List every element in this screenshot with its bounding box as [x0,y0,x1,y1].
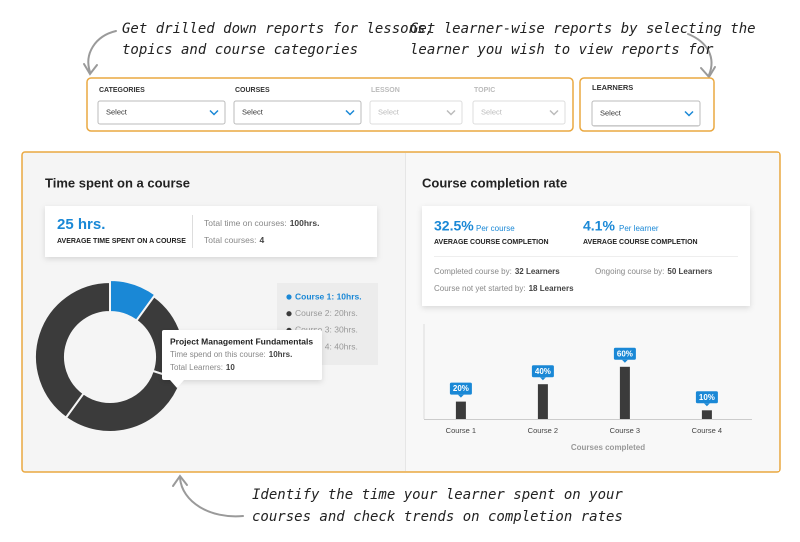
stat-value: 32.5% [434,218,474,234]
value-label-bg [531,365,554,378]
select-placeholder: Select [481,107,503,116]
detail-label: Completed course by: [434,267,512,276]
panel-title: Time spent on a course [45,175,190,190]
arrow-head [700,66,716,79]
select-box [369,100,463,125]
x-tick-label: Course 4 [692,426,722,435]
value-label-pointer [703,403,710,407]
x-tick-label: Course 3 [610,426,640,435]
legend-dot [286,294,292,300]
stat-unit: Per learner [619,224,659,233]
dropdown-chevron [446,109,456,116]
filter-label: TOPIC [474,87,495,94]
detail-value: 10hrs. [269,350,293,359]
dropdown-chevron [684,110,694,117]
legend-label: Course 3: 30hrs. [295,325,358,335]
stat-label: AVERAGE COURSE COMPLETION [434,239,549,246]
annotation: Get drilled down reports for lessons, [122,21,434,37]
select-box[interactable] [233,100,362,125]
x-tick-label: Course 2 [528,426,558,435]
value-label-pointer [457,394,464,398]
filter-label: COURSES [235,87,270,94]
filter-label: CATEGORIES [99,87,145,94]
value-label-bg [613,347,636,360]
detail-row: Total time on courses: 100hrs. [204,218,319,228]
arrow-head [172,474,188,487]
annotation: Identify the time your learner spent on … [252,487,623,503]
donut-segment [34,280,111,420]
detail-value: 18 Learners [529,284,574,293]
legend-label: Course 2: 20hrs. [295,308,358,318]
detail-value: 32 Learners [515,267,560,276]
dropdown-chevron [549,109,559,116]
arrows [83,30,716,518]
tooltip [162,330,322,380]
arrow [687,33,713,76]
select-shadow [592,125,700,126]
detail-row: Course not yet started by: 18 Learners [434,284,574,293]
bar [619,366,630,419]
detail-label: Ongoing course by: [595,267,664,276]
panel-title: Course completion rate [422,175,567,190]
annotation: learner you wish to view reports for [410,42,714,58]
stat-value: 4.1% [583,218,615,234]
filter-label: LESSON [371,87,400,94]
detail-row: Completed course by: 32 Learners [434,267,560,276]
dropdown-chevron [345,109,355,116]
bar [455,401,466,419]
detail-value: 10 [226,363,235,372]
bar [701,410,712,419]
select-box [472,100,566,125]
stat-label: AVERAGE TIME SPENT ON A COURSE [57,238,186,245]
bar [537,384,548,419]
tooltip-pointer [170,380,184,388]
detail-label: Total courses: [204,235,256,245]
select-placeholder: Select [106,107,128,116]
right-panel [406,153,779,471]
value-label-pointer [539,377,546,381]
detail-row: Ongoing course by: 50 Learners [595,267,713,276]
legend-dot [286,311,292,317]
value-label-pointer [621,359,628,363]
x-axis-title: Courses completed [571,443,645,452]
value-label: 20% [453,384,469,393]
detail-value: 100hrs. [290,218,320,228]
arrow-head [83,63,98,76]
arrow [87,30,117,73]
detail-label: Course not yet started by: [434,284,526,293]
detail-label: Total time on courses: [204,218,287,228]
annotation: Get learner-wise reports by selecting th… [410,21,756,37]
dropdown-chevron [209,109,219,116]
value-label: 10% [699,393,715,402]
detail-row: Total Learners: 10 [170,363,235,372]
filter-label: LEARNERS [592,83,633,92]
tooltip-title: Project Management Fundamentals [170,336,313,346]
select-placeholder: Select [600,108,622,117]
stat-unit: Per course [476,224,515,233]
value-label: 60% [617,349,633,358]
stat-card [45,206,377,257]
annotation: topics and course categories [122,42,358,58]
stat-value: 25 hrs. [57,216,105,233]
select-placeholder: Select [378,107,400,116]
value-label-bg [449,382,472,395]
value-label: 40% [535,367,551,376]
select-placeholder: Select [242,107,264,116]
detail-value: 50 Learners [667,267,712,276]
detail-value: 4 [259,235,264,245]
select-box[interactable] [97,100,226,125]
x-tick-label: Course 1 [446,426,476,435]
detail-row: Time spend on this course: 10hrs. [170,350,292,359]
detail-label: Time spend on this course: [170,350,266,359]
annotation: courses and check trends on completion r… [252,509,623,525]
stat-label: AVERAGE COURSE COMPLETION [583,239,698,246]
arrow [179,477,244,518]
legend-label: Course 1: 10hrs. [295,291,362,301]
legend-label: Course 4: 40hrs. [295,341,358,351]
value-label-bg [695,391,718,404]
detail-label: Total Learners: [170,363,223,372]
detail-row: Total courses: 4 [204,235,264,245]
